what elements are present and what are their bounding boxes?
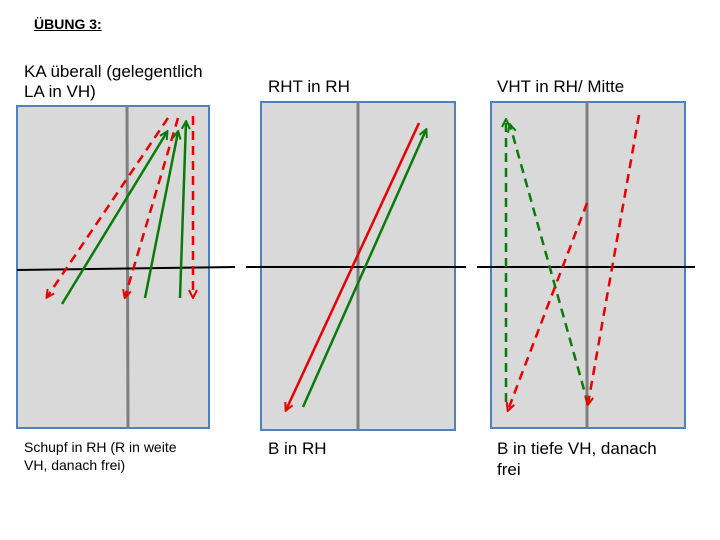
table-panel-3 xyxy=(477,101,695,429)
red-dashed-arrow xyxy=(508,202,589,410)
panel-2-label: RHT in RH xyxy=(268,77,350,96)
center-line xyxy=(125,105,130,429)
green-arrow xyxy=(178,122,186,299)
green-arrow xyxy=(301,130,426,408)
red-dashed-arrow xyxy=(588,114,641,404)
net-line xyxy=(16,266,236,271)
table-panel-2 xyxy=(246,101,466,431)
panel-1-caption: Schupf in RH (R in weite VH, danach frei… xyxy=(24,439,177,473)
exercise-title: ÜBUNG 3: xyxy=(34,16,102,32)
panel-2-caption: B in RH xyxy=(268,439,327,458)
red-dashed-arrow xyxy=(47,117,170,297)
panel-1-label: KA überall (gelegentlich LA in VH) xyxy=(24,62,203,101)
green-arrow xyxy=(60,132,167,305)
red-arrow xyxy=(286,122,421,410)
table-panel-1 xyxy=(16,105,236,429)
panel-3-caption: B in tiefe VH, danach frei xyxy=(497,439,657,479)
green-arrow xyxy=(143,132,178,299)
green-dashed-arrow xyxy=(510,125,590,405)
panel-3-label: VHT in RH/ Mitte xyxy=(497,77,625,96)
red-dashed-arrow xyxy=(125,117,180,297)
